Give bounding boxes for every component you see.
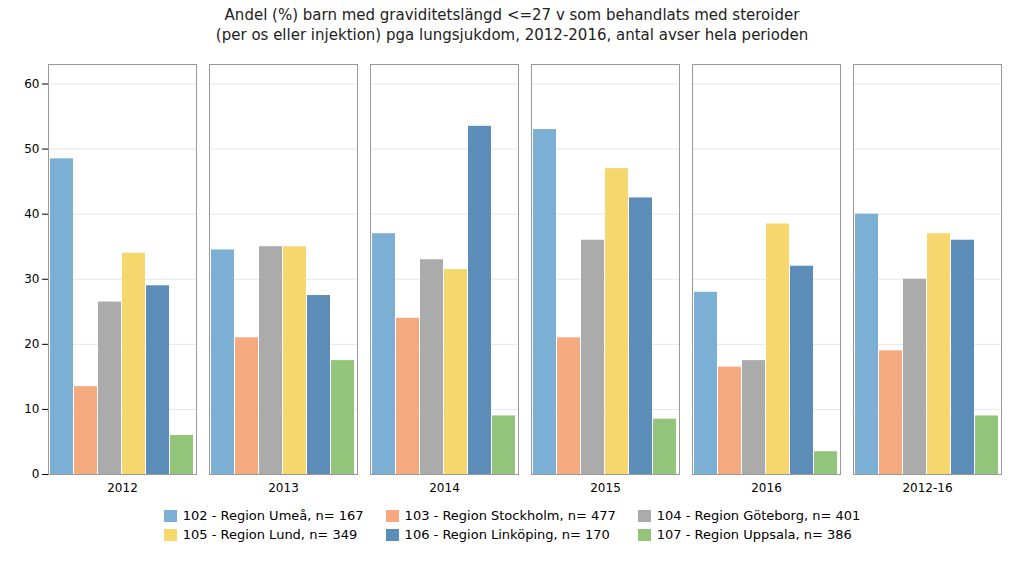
html-text:Andel (%) barn med graviditets: Andel (%) barn med graviditetslängd <=27… [215,6,809,44]
html-text:105 - Region Lund, n= 349: 105 - Region Lund, n= 349 [182,527,358,542]
svg-text:2014: 2014 [429,481,460,495]
svg-text:10: 10 [24,402,39,416]
svg-text:0: 0 [32,467,40,481]
html-text:106 - Region Linköping, n= 170: 106 - Region Linköping, n= 170 [404,527,610,542]
svg-text:2012: 2012 [107,481,138,495]
svg-text:60: 60 [24,77,39,91]
svg-text:2015: 2015 [590,481,621,495]
html-text:107 - Region Uppsala, n= 386: 107 - Region Uppsala, n= 386 [656,527,852,542]
svg-text:50: 50 [24,142,39,156]
svg-text:30: 30 [24,272,39,286]
html-text:104 - Region Göteborg, n= 401: 104 - Region Göteborg, n= 401 [656,508,861,523]
svg-text:20: 20 [24,337,39,351]
svg-text:2012-16: 2012-16 [902,481,952,495]
html-text:103 - Region Stockholm, n= 477: 103 - Region Stockholm, n= 477 [404,508,616,523]
svg-text:40: 40 [24,207,39,221]
svg-text:2013: 2013 [268,481,299,495]
html-text:102 - Region Umeå, n= 167: 102 - Region Umeå, n= 167 [182,508,364,523]
svg-text:2016: 2016 [751,481,782,495]
